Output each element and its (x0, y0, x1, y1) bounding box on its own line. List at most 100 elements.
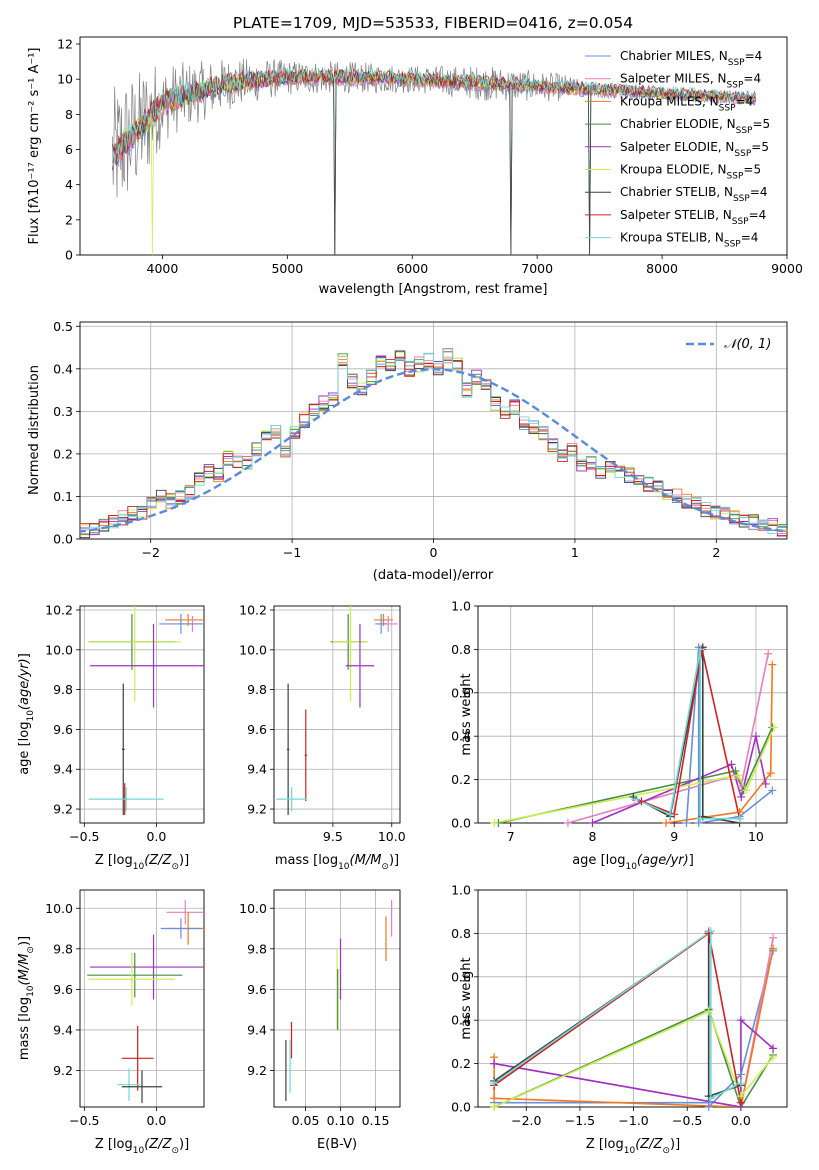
y-tick-label: 0.8 (451, 642, 471, 657)
y-tick-label: 9.2 (53, 1063, 73, 1078)
x-tick-label: −2 (141, 545, 159, 560)
weight-marker (490, 1059, 499, 1068)
legend-label: Chabrier ELODIE, NSSP=5 (620, 117, 770, 136)
y-tick-label: 9.4 (247, 762, 267, 777)
x-tick-label: 0.0 (731, 1113, 751, 1128)
x-tick-label: 7 (507, 829, 515, 844)
spectrum-axes: 4000 5000 6000 7000 8000 9000 0 2 4 6 8 10 12 (57, 37, 803, 276)
z_weight-ylabel: mass weight (459, 957, 474, 1039)
y-tick-label: 9.6 (247, 982, 267, 997)
z_age-axes: −0.5 0.0 9.2 9.4 9.6 9.8 10.0 10.2 (45, 602, 205, 844)
y-tick-label: 4 (65, 177, 73, 192)
y-tick-label: 1.0 (451, 599, 471, 614)
weight-marker (490, 1094, 499, 1103)
y-tick-label: 0.5 (53, 319, 73, 334)
weight-marker (736, 1079, 745, 1088)
weight-marker (704, 1007, 713, 1016)
x-tick-label: 0.05 (292, 1113, 320, 1128)
x-tick-label: 0.15 (362, 1113, 390, 1128)
weight-line (493, 931, 742, 1098)
z_mass-plot-area (87, 900, 204, 1103)
weight-marker (761, 779, 770, 788)
y-tick-label: 9.2 (247, 802, 267, 817)
legend-label: Kroupa STELIB, NSSP=4 (620, 231, 758, 250)
legend-label: Chabrier STELIB, NSSP=4 (620, 185, 768, 204)
y-tick-label: 10.0 (239, 642, 267, 657)
z-mass-xlabel: Z [log10(Z/Z⊙)] (95, 1137, 189, 1156)
weight-marker (490, 1103, 499, 1111)
z-age-ylabel: age [log10(age/yr)] (17, 653, 36, 775)
y-tick-label: 1.0 (451, 883, 471, 898)
normal-legend-label: 𝒩(0, 1) (724, 337, 771, 352)
x-tick-label: −0.5 (69, 1113, 99, 1128)
weight-marker (736, 1016, 745, 1025)
weight-marker (696, 645, 705, 654)
weight-marker (769, 944, 778, 953)
legend-label: Kroupa ELODIE, NSSP=5 (620, 163, 761, 182)
y-tick-label: 10.2 (239, 602, 267, 617)
legend-label: Salpeter MILES, NSSP=4 (620, 72, 761, 91)
legend-label: Salpeter ELODIE, NSSP=5 (620, 140, 769, 159)
weight-line (641, 649, 741, 819)
mass_age-axes: 9.5 10.0 9.2 9.4 9.6 9.8 10.0 10.2 (239, 602, 406, 844)
weight-marker (731, 766, 740, 775)
z-age-xlabel: Z [log10(Z/Z⊙)] (95, 853, 189, 872)
x-tick-label: 10 (748, 829, 764, 844)
mass_age-plot-area (276, 606, 398, 816)
z-weight-xlabel: Z [log10(Z/Z⊙)] (586, 1137, 680, 1156)
weight-line (493, 1018, 774, 1107)
y-tick-label: 0.0 (451, 1100, 471, 1115)
y-tick-label: 10.0 (239, 901, 267, 916)
y-tick-label: 0.4 (53, 361, 73, 376)
ebv-xlabel: E(B-V) (317, 1137, 357, 1152)
weight-line (632, 647, 740, 823)
y-tick-label: 9.4 (247, 1022, 267, 1037)
y-tick-label: 0.1 (53, 489, 73, 504)
figure-title: PLATE=1709, MJD=53533, FIBERID=0416, z=0… (233, 14, 633, 32)
y-tick-label: 9.8 (247, 682, 267, 697)
y-tick-label: 9.4 (53, 1022, 73, 1037)
y-tick-label: 9.8 (247, 941, 267, 956)
age_weight-ylabel: mass weight (459, 673, 474, 755)
x-tick-label: 7000 (521, 261, 553, 276)
y-tick-label: 9.6 (53, 982, 73, 997)
weight-marker (736, 1098, 745, 1107)
mass-age-xlabel: mass [log10(M/M⊙)] (275, 853, 399, 872)
weight-marker (766, 769, 775, 778)
y-tick-label: 12 (57, 37, 73, 52)
weight-marker (733, 771, 742, 780)
weight-marker (768, 660, 777, 669)
ebv_mass-frame (273, 889, 401, 1108)
y-tick-label: 0.2 (451, 772, 471, 787)
x-tick-label: 0 (430, 545, 438, 560)
y-tick-label: 0.2 (53, 446, 73, 461)
weight-marker (768, 786, 777, 795)
normal-curve (80, 368, 787, 533)
x-tick-label: 2 (712, 545, 720, 560)
spectrum-xlabel: wavelength [Angstrom, rest frame] (319, 282, 548, 297)
x-tick-label: −0.5 (672, 1113, 702, 1128)
weight-line (494, 727, 775, 823)
weight-marker (662, 819, 671, 827)
histogram-step (80, 348, 787, 534)
ebv_mass-axes: 0.05 0.10 0.15 9.2 9.4 9.6 9.8 10.0 (239, 889, 401, 1128)
x-tick-label: 9.5 (323, 829, 343, 844)
legend-label: Salpeter STELIB, NSSP=4 (620, 208, 766, 227)
y-tick-label: 6 (65, 142, 73, 157)
weight-marker (490, 819, 499, 827)
z_weight-frame (477, 889, 788, 1108)
weight-marker (742, 786, 751, 795)
weight-marker (769, 723, 778, 732)
weight-marker (769, 933, 778, 942)
weight-line (685, 647, 773, 823)
y-tick-label: 0.2 (451, 1056, 471, 1071)
y-tick-label: 0.6 (451, 685, 471, 700)
x-tick-label: −1.5 (565, 1113, 595, 1128)
weight-line (493, 929, 742, 1100)
weight-marker (727, 760, 736, 769)
weight-marker (666, 810, 675, 819)
legend-label: Kroupa MILES, NSSP=4 (620, 94, 753, 113)
age-weight-xlabel: age [log10(age/yr)] (572, 853, 694, 872)
weight-marker (694, 819, 703, 827)
